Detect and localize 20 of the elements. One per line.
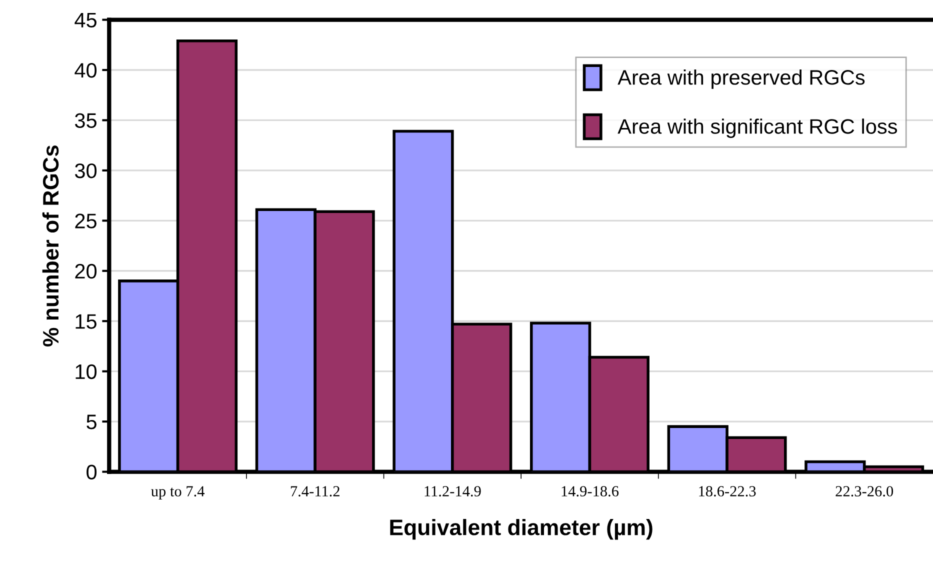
x-tick-label: 11.2-14.9 (424, 486, 481, 496)
y-tick-label: 30 (74, 163, 97, 178)
y-tick-label: 35 (74, 113, 96, 128)
y-axis-title: % number of RGCs (42, 145, 59, 346)
y-tick-label: 40 (74, 63, 97, 78)
x-tick-label: 14.9-18.6 (562, 486, 619, 496)
y-tick-label: 25 (75, 214, 96, 228)
x-tick-label: 22.3-26.0 (836, 486, 894, 496)
x-tick-label: 7.4-11.2 (290, 486, 340, 496)
y-tick-label: 5 (86, 414, 96, 430)
legend-label: Area with significant RGC loss (618, 118, 898, 138)
y-tick-label: 45 (74, 12, 96, 28)
x-tick-label: up to 7.4 (151, 486, 205, 500)
y-tick-label: 20 (75, 264, 97, 279)
y-tick-label: 10 (76, 364, 97, 380)
y-tick-label: 15 (76, 314, 96, 329)
x-tick-label: 18.6-22.3 (699, 486, 756, 496)
x-axis-title: Equivalent diameter (µm) (390, 518, 652, 540)
y-tick-label: 0 (86, 464, 97, 480)
legend-label: Area with preserved RGCs (618, 70, 865, 89)
